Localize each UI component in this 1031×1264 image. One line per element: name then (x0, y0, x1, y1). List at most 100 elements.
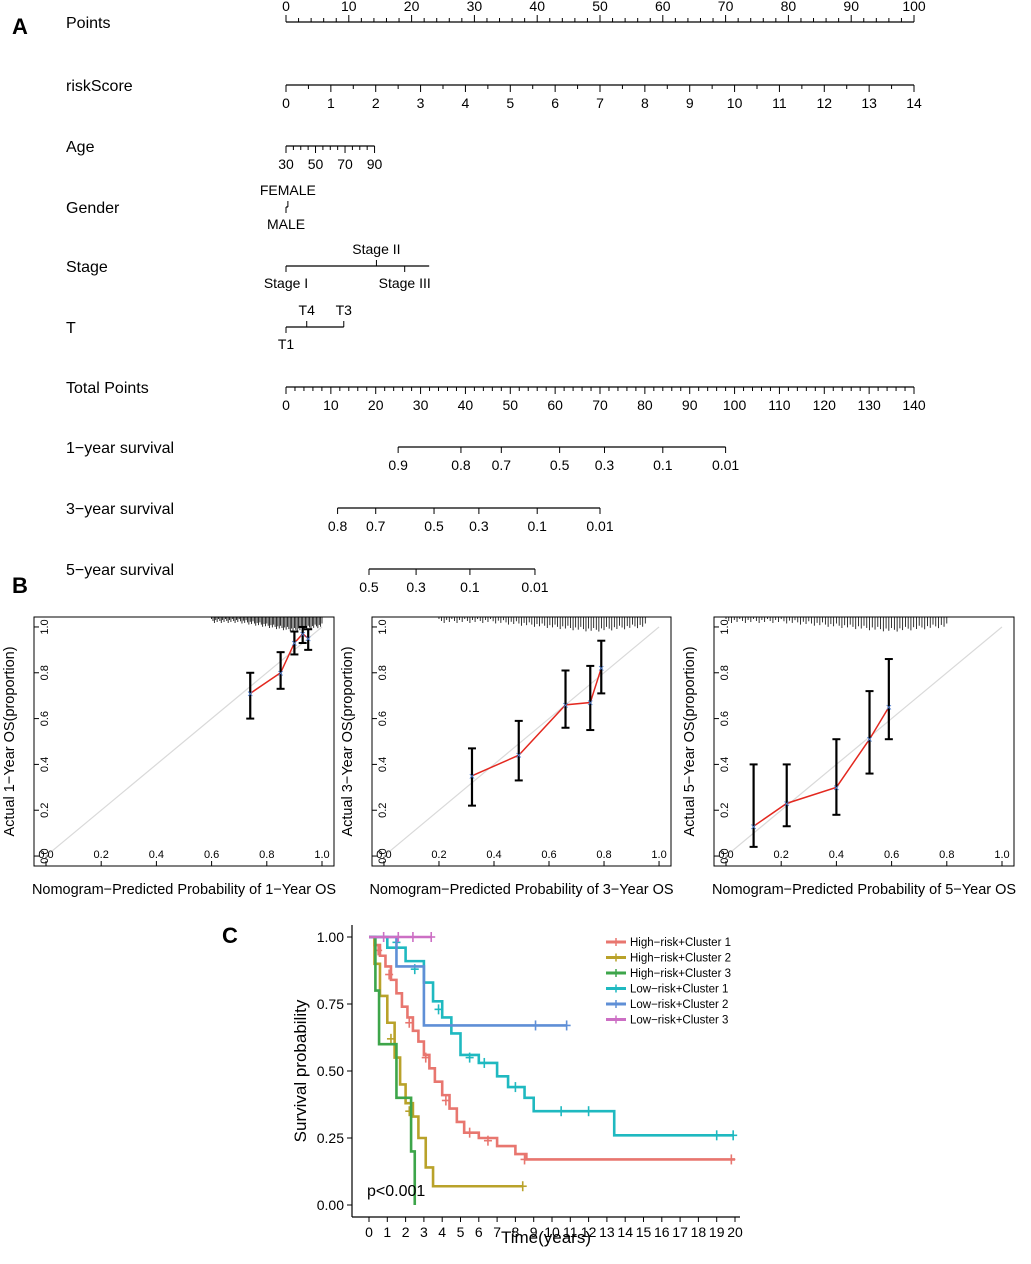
nomogram-row-label: 5−year survival (66, 562, 174, 579)
x-tick-label: 9 (530, 1224, 538, 1240)
nomogram-tick-label: 50 (308, 156, 324, 172)
nomogram-tick-label: 2 (372, 95, 380, 111)
x-tick-label: 0.6 (884, 849, 899, 861)
calibration-line (471, 667, 602, 777)
nomogram-tick-label: 70 (718, 0, 734, 14)
ideal-diagonal-line (725, 626, 1003, 857)
calibration-point-marker: × (516, 750, 522, 762)
y-tick-label: 0.2 (719, 803, 731, 818)
x-tick-label: 13 (599, 1224, 615, 1240)
x-tick-label: 0.0 (376, 849, 391, 861)
x-tick-label: 0.2 (774, 849, 789, 861)
nomogram-tick-label: 0.8 (451, 457, 471, 473)
nomogram-tick-label: 30 (467, 0, 483, 14)
x-tick-label: 0.2 (431, 849, 446, 861)
y-tick-label: 0.0 (39, 848, 51, 863)
nomogram-tick-label: 11 (772, 95, 787, 111)
y-tick-label: 0.8 (377, 665, 389, 680)
x-tick-label: 4 (438, 1224, 446, 1240)
nomogram-tick-label: 0.8 (328, 518, 348, 534)
nomogram-tick-label: 12 (816, 95, 832, 111)
panel-b-calibration-plots: 0.0 0.2 0.4 0.6 0.8 1.0 0.0 0.2 0.4 0.6 0.8 1.0 × × × ×… (2, 616, 1016, 898)
x-tick-label: 0.8 (596, 849, 611, 861)
x-tick-label: 3 (420, 1224, 428, 1240)
calibration-plot-frame (33, 616, 335, 867)
x-tick-label: 0 (365, 1224, 373, 1240)
nomogram-tick-label: 0.7 (492, 457, 512, 473)
nomogram-category-label: T1 (278, 336, 295, 352)
nomogram-tick-label: 0.3 (469, 518, 489, 534)
x-tick-label: 17 (672, 1224, 688, 1240)
nomogram-tick-label: 90 (843, 0, 859, 14)
legend-label: Low−risk+Cluster 2 (630, 999, 728, 1011)
y-tick-label: 0.0 (377, 848, 389, 863)
y-tick-label: 0.4 (719, 757, 731, 772)
y-tick-label: 0.6 (39, 711, 51, 726)
x-tick-label: 15 (636, 1224, 652, 1240)
nomogram-row-label: T (66, 320, 76, 337)
calibration-point-marker: × (587, 698, 593, 710)
nomogram-tick-label: 3 (417, 95, 425, 111)
nomogram-tick-label: 50 (592, 0, 608, 14)
nomogram-tick-label: 40 (529, 0, 545, 14)
legend-label: High−risk+Cluster 2 (630, 953, 731, 965)
nomogram-row-label: Age (66, 139, 95, 156)
ideal-diagonal-line (383, 626, 660, 857)
nomogram-tick-label: 10 (341, 0, 357, 14)
calibration-point-marker: × (833, 782, 839, 794)
panel-a-label: A (12, 14, 28, 39)
x-tick-label: 8 (512, 1224, 520, 1240)
km-curve-1 (369, 935, 735, 1161)
y-tick-label: 1.0 (719, 619, 731, 634)
y-axis-title: Actual 1−Year OS(proportion) (2, 646, 18, 836)
p-value-annotation: p<0.001 (367, 1183, 425, 1200)
nomogram-tick-label: 80 (781, 0, 797, 14)
nomogram-tick-label: 40 (458, 397, 474, 413)
nomogram-category-label: MALE (267, 216, 305, 232)
nomogram-tick-label: 0.3 (406, 579, 426, 595)
nomogram-tick-label: 14 (906, 95, 922, 111)
nomogram-tick-label: 110 (768, 397, 791, 413)
x-tick-label: 1.0 (994, 849, 1009, 861)
nomogram-tick-label: 0.01 (586, 518, 613, 534)
nomogram-tick-label: 130 (857, 397, 881, 413)
x-axis-title: Time(years) (501, 1228, 591, 1247)
y-tick-label: 0.0 (719, 848, 731, 863)
y-axis-title: Actual 5−Year OS(proportion) (682, 646, 698, 836)
x-tick-label: 0.4 (149, 849, 164, 861)
y-tick-label: 0.2 (39, 803, 51, 818)
y-tick-label: 0.50 (317, 1063, 344, 1079)
y-tick-label: 0.00 (317, 1197, 344, 1213)
nomogram-tick-label: 60 (547, 397, 563, 413)
calibration-point-marker: × (299, 629, 305, 641)
nomogram-tick-label: 10 (323, 397, 339, 413)
nomogram-tick-label: 0.9 (388, 457, 408, 473)
km-curve-5 (369, 935, 567, 1027)
nomogram-tick-label: 20 (368, 397, 384, 413)
calibration-point-marker: × (886, 702, 892, 714)
nomogram-tick-label: 6 (551, 95, 559, 111)
nomogram-tick-label: 30 (278, 156, 294, 172)
legend-label: High−risk+Cluster 1 (630, 937, 731, 949)
x-tick-label: 2 (402, 1224, 410, 1240)
y-tick-label: 0.25 (317, 1130, 344, 1146)
legend-label: High−risk+Cluster 3 (630, 968, 731, 980)
x-tick-label: 0.0 (718, 849, 733, 861)
panel-c-label: C (222, 923, 238, 948)
y-tick-label: 1.0 (39, 619, 51, 634)
nomogram-tick-label: 60 (655, 0, 671, 14)
km-curve-4 (369, 935, 734, 1137)
calibration-point-marker: × (866, 734, 872, 746)
x-tick-label: 0.6 (204, 849, 219, 861)
nomogram-tick-label: 9 (686, 95, 694, 111)
nomogram-row-label: Gender (66, 200, 120, 217)
nomogram-tick-label: 7 (596, 95, 604, 111)
calibration-point-marker: × (784, 798, 790, 810)
x-tick-label: 7 (493, 1224, 501, 1240)
nomogram-tick-label: 140 (902, 397, 926, 413)
nomogram-category-label: Stage I (264, 275, 308, 291)
x-tick-label: 0.8 (259, 849, 274, 861)
x-tick-label: 0.4 (486, 849, 501, 861)
x-tick-label: 20 (727, 1224, 743, 1240)
nomogram-row-label: riskScore (66, 78, 133, 95)
